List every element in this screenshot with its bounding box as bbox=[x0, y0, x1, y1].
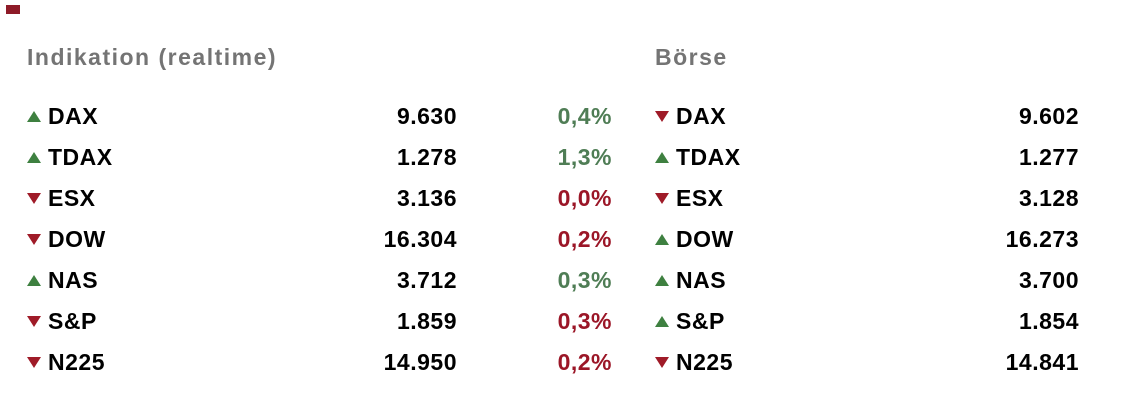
instrument-name: N225 bbox=[676, 349, 733, 375]
indication-quote-table: DAX 9.630 0,4% TDAX 1.278 1,3% ESX 3.136 bbox=[27, 96, 612, 383]
change-percent: 1,3% bbox=[557, 144, 612, 170]
up-arrow-icon bbox=[27, 111, 41, 122]
up-arrow-icon bbox=[655, 316, 669, 327]
instrument-value: 16.273 bbox=[1005, 226, 1079, 252]
red-marker-icon bbox=[6, 5, 20, 14]
instrument-name: NAS bbox=[676, 267, 727, 293]
instrument-name: DAX bbox=[676, 103, 727, 129]
instrument-name: TDAX bbox=[676, 144, 741, 170]
down-arrow-icon bbox=[27, 193, 41, 204]
down-arrow-icon bbox=[655, 111, 669, 122]
up-arrow-icon bbox=[655, 234, 669, 245]
quote-row: NAS 3.700 bbox=[655, 260, 1079, 301]
instrument-value: 1.854 bbox=[1018, 308, 1079, 334]
instrument-value: 3.136 bbox=[396, 185, 457, 211]
quote-row: DOW 16.304 0,2% bbox=[27, 219, 612, 260]
change-percent: 0,3% bbox=[557, 267, 612, 293]
up-arrow-icon bbox=[27, 275, 41, 286]
change-percent: 0,2% bbox=[557, 349, 612, 375]
quote-row: ESX 3.128 bbox=[655, 178, 1079, 219]
quote-row: ESX 3.136 0,0% bbox=[27, 178, 612, 219]
up-arrow-icon bbox=[655, 152, 669, 163]
instrument-value: 3.128 bbox=[1018, 185, 1079, 211]
up-arrow-icon bbox=[655, 275, 669, 286]
instrument-value: 9.602 bbox=[1018, 103, 1079, 129]
instrument-name: TDAX bbox=[48, 144, 113, 170]
instrument-value: 1.277 bbox=[1018, 144, 1079, 170]
instrument-value: 1.278 bbox=[396, 144, 457, 170]
instrument-name: S&P bbox=[676, 308, 725, 334]
quote-row: S&P 1.859 0,3% bbox=[27, 301, 612, 342]
change-percent: 0,4% bbox=[557, 103, 612, 129]
boerse-quote-table: DAX 9.602 TDAX 1.277 ESX 3.128 bbox=[655, 96, 1079, 383]
quote-row: S&P 1.854 bbox=[655, 301, 1079, 342]
quote-row: NAS 3.712 0,3% bbox=[27, 260, 612, 301]
quote-row: DAX 9.602 bbox=[655, 96, 1079, 137]
instrument-value: 1.859 bbox=[396, 308, 457, 334]
instrument-value: 3.712 bbox=[396, 267, 457, 293]
down-arrow-icon bbox=[655, 357, 669, 368]
indication-section-title: Indikation (realtime) bbox=[27, 44, 278, 70]
down-arrow-icon bbox=[655, 193, 669, 204]
down-arrow-icon bbox=[27, 234, 41, 245]
up-arrow-icon bbox=[27, 152, 41, 163]
quote-row: TDAX 1.278 1,3% bbox=[27, 137, 612, 178]
quote-row: DOW 16.273 bbox=[655, 219, 1079, 260]
quote-row: N225 14.841 bbox=[655, 342, 1079, 383]
instrument-name: DAX bbox=[48, 103, 99, 129]
change-percent: 0,3% bbox=[557, 308, 612, 334]
instrument-name: NAS bbox=[48, 267, 99, 293]
quote-row: DAX 9.630 0,4% bbox=[27, 96, 612, 137]
quote-row: N225 14.950 0,2% bbox=[27, 342, 612, 383]
instrument-value: 14.841 bbox=[1005, 349, 1079, 375]
instrument-value: 3.700 bbox=[1018, 267, 1079, 293]
down-arrow-icon bbox=[27, 357, 41, 368]
change-percent: 0,2% bbox=[557, 226, 612, 252]
instrument-name: S&P bbox=[48, 308, 97, 334]
instrument-name: DOW bbox=[48, 226, 106, 252]
down-arrow-icon bbox=[27, 316, 41, 327]
instrument-value: 9.630 bbox=[396, 103, 457, 129]
quote-row: TDAX 1.277 bbox=[655, 137, 1079, 178]
boerse-section-title: Börse bbox=[655, 44, 728, 70]
change-percent: 0,0% bbox=[557, 185, 612, 211]
instrument-value: 16.304 bbox=[383, 226, 457, 252]
instrument-name: ESX bbox=[676, 185, 724, 211]
instrument-name: ESX bbox=[48, 185, 96, 211]
instrument-name: N225 bbox=[48, 349, 105, 375]
instrument-name: DOW bbox=[676, 226, 734, 252]
instrument-value: 14.950 bbox=[383, 349, 457, 375]
